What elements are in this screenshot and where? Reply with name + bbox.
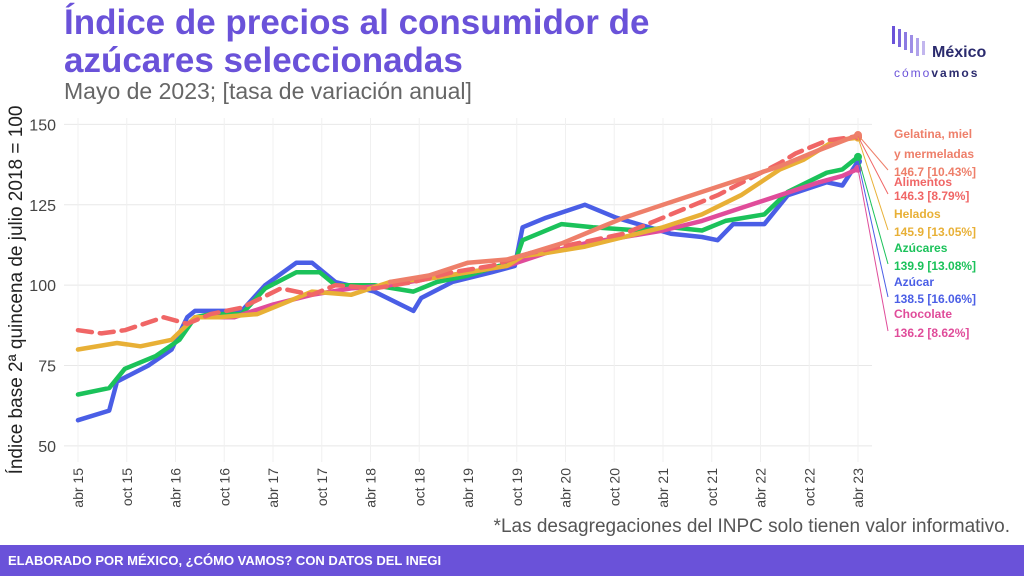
y-tick-label: 50: [38, 439, 56, 456]
x-tick-label: abr 21: [655, 468, 671, 508]
series-value-label: 136.2 [8.62%]: [894, 326, 969, 340]
page-subtitle: Mayo de 2023; [tasa de variación anual]: [64, 78, 472, 104]
series-name-label: y mermeladas: [894, 147, 974, 161]
footer-bar: ELABORADO POR MÉXICO, ¿CÓMO VAMOS? CON D…: [0, 545, 1024, 576]
series-name-label: Helados: [894, 207, 941, 221]
logo-text-mexico: México: [932, 44, 987, 61]
x-tick-label: oct 18: [411, 468, 427, 506]
series-line: [387, 132, 861, 285]
page-title: Índice de precios al consumidor de azúca…: [64, 3, 650, 80]
x-tick-label: abr 17: [265, 468, 281, 508]
series-line: [75, 159, 861, 423]
x-tick-label: abr 23: [850, 468, 866, 508]
label-connector: [857, 161, 889, 298]
label-connector: [857, 134, 889, 171]
footer-credit: ELABORADO POR MÉXICO, ¿CÓMO VAMOS? CON D…: [8, 553, 442, 568]
x-tick-label: oct 17: [314, 468, 330, 506]
series-value-label: 138.5 [16.06%]: [894, 292, 976, 306]
mexico-como-vamos-logo: México cómovamos: [888, 22, 1008, 82]
series-value-label: 139.9 [13.08%]: [894, 259, 976, 273]
series-line: [192, 166, 861, 320]
series-name-label: Alimentos: [894, 175, 952, 189]
series-line: [75, 135, 861, 352]
x-tick-label: abr 16: [168, 468, 184, 508]
x-tick-label: abr 22: [753, 468, 769, 508]
x-tick-label: oct 22: [801, 468, 817, 506]
x-tick-label: abr 19: [460, 468, 476, 508]
series-value-label: 146.3 [8.79%]: [894, 189, 969, 203]
x-tick-label: oct 21: [704, 468, 720, 506]
x-tick-label: abr 20: [558, 468, 574, 508]
label-connector: [857, 156, 889, 265]
y-axis-label: Índice base 2ª quincena de julio 2018 = …: [6, 106, 27, 475]
x-tick-label: oct 15: [119, 468, 135, 506]
bars-logo-icon: [892, 26, 925, 56]
x-tick-label: oct 20: [606, 468, 622, 506]
series-value-label: 145.9 [13.05%]: [894, 225, 976, 239]
label-connector: [857, 168, 889, 332]
logo-text-comovamos: cómovamos: [894, 66, 980, 80]
label-connector: [857, 137, 889, 231]
y-tick-label: 125: [29, 198, 56, 215]
footnote: *Las desagregaciones del INPC solo tiene…: [493, 516, 1010, 537]
series-name-label: Gelatina, miel: [894, 127, 972, 141]
series-value-label: 146.7 [10.43%]: [894, 165, 976, 179]
y-tick-label: 100: [29, 278, 56, 295]
y-tick-label: 150: [29, 117, 56, 134]
series-line: [75, 134, 861, 336]
x-tick-label: oct 19: [509, 468, 525, 506]
x-tick-label: oct 16: [216, 468, 232, 506]
series-name-label: Azúcares: [894, 241, 948, 255]
y-tick-label: 75: [38, 359, 56, 376]
series-name-label: Chocolate: [894, 307, 952, 321]
label-connector: [857, 136, 889, 195]
x-tick-label: abr 15: [70, 468, 86, 508]
series-name-label: Azúcar: [894, 275, 934, 289]
x-tick-label: abr 18: [363, 468, 379, 508]
